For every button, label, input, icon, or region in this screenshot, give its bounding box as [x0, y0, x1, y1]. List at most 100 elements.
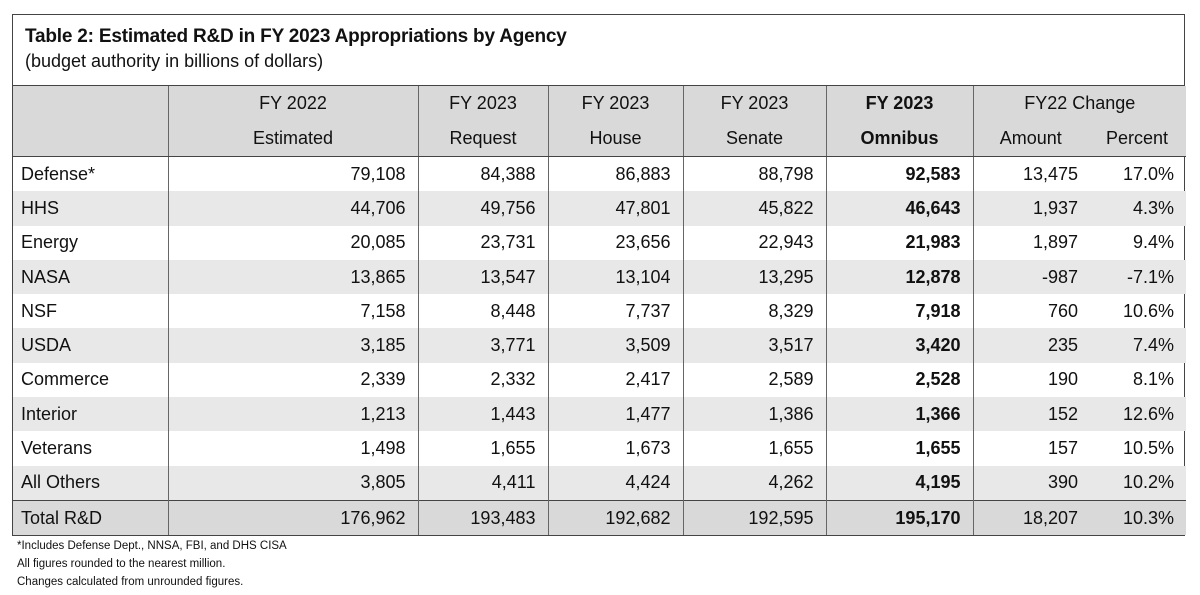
cell-request: 193,483 [417, 500, 548, 536]
footnote-unrounded: Changes calculated from unrounded figure… [17, 576, 244, 588]
cell-change-percent: 8.1% [1132, 369, 1175, 390]
cell-omnibus: 195,170 [825, 500, 973, 536]
cell-omnibus: 4,195 [825, 465, 973, 501]
cell-request: 4,411 [417, 465, 548, 501]
table-row: NASA 13,865 13,547 13,104 13,295 12,878 -987 -7… [13, 259, 1187, 295]
cell-agency: HHS [21, 197, 60, 218]
cell-change-amount: 190 [972, 362, 1088, 398]
cell-change-amount: 235 [972, 328, 1088, 363]
cell-change-amount: 390 [972, 465, 1088, 501]
cell-fy2022: 44,706 [167, 191, 418, 226]
cell-change-percent: 9.4% [1132, 232, 1175, 253]
table-body: Defense* 79,108 84,388 86,883 88,798 92,583 13… [13, 156, 1187, 536]
cell-house: 23,656 [547, 225, 683, 260]
table-row: All Others 3,805 4,411 4,424 4,262 4,195 390 10… [13, 465, 1187, 501]
cell-request: 49,756 [417, 191, 548, 226]
cell-senate: 22,943 [682, 225, 826, 260]
table-row: USDA 3,185 3,771 3,509 3,517 3,420 235 7.4% [13, 328, 1187, 363]
cell-senate: 4,262 [682, 465, 826, 501]
cell-senate: 8,329 [682, 294, 826, 329]
cell-change-percent: -7.1% [1126, 266, 1175, 287]
table-row: HHS 44,706 49,756 47,801 45,822 46,643 1,937 4.… [13, 191, 1187, 226]
cell-agency: Commerce [21, 369, 110, 390]
cell-change-percent: 4.3% [1132, 197, 1175, 218]
cell-omnibus: 7,918 [825, 294, 973, 329]
cell-agency: Defense* [21, 163, 96, 184]
cell-house: 7,737 [547, 294, 683, 329]
cell-change-percent: 17.0% [1122, 163, 1175, 184]
cell-omnibus: 12,878 [825, 259, 973, 295]
cell-house: 86,883 [547, 156, 683, 192]
cell-agency: USDA [21, 335, 72, 356]
cell-house: 192,682 [547, 500, 683, 536]
header-request: Request [417, 121, 548, 157]
cell-house: 47,801 [547, 191, 683, 226]
cell-request: 1,655 [417, 431, 548, 466]
header-fy2022-estimated: Estimated [167, 121, 418, 157]
cell-agency: NASA [21, 266, 71, 287]
cell-fy2022: 1,498 [167, 431, 418, 466]
cell-omnibus: 3,420 [825, 328, 973, 363]
cell-change-amount: 152 [972, 397, 1088, 432]
cell-fy2022: 3,185 [167, 328, 418, 363]
header-agency-blank-2 [13, 121, 168, 157]
header-row-bottom: Estimated Request House Senate Omnibus A… [13, 121, 1187, 157]
header-house: House [547, 121, 683, 157]
header-omnibus: Omnibus [825, 121, 973, 157]
cell-house: 3,509 [547, 328, 683, 363]
cell-agency: Veterans [21, 438, 93, 459]
cell-senate: 2,589 [682, 362, 826, 398]
header-percent: Percent [1088, 121, 1187, 157]
cell-request: 2,332 [417, 362, 548, 398]
rd-appropriations-table: FY 2022 FY 2023 FY 2023 FY 2023 FY 2023 … [13, 86, 1187, 536]
cell-change-amount: 1,937 [972, 191, 1088, 226]
header-senate: Senate [682, 121, 826, 157]
cell-request: 84,388 [417, 156, 548, 192]
cell-fy2022: 7,158 [167, 294, 418, 329]
header-agency-blank [13, 86, 168, 121]
cell-agency: NSF [21, 300, 57, 321]
table-title-box: Table 2: Estimated R&D in FY 2023 Approp… [13, 15, 1184, 86]
table-subtitle: (budget authority in billions of dollars… [25, 51, 324, 71]
cell-senate: 3,517 [682, 328, 826, 363]
table-row: Veterans 1,498 1,655 1,673 1,655 1,655 157 10.5… [13, 431, 1186, 466]
cell-omnibus: 2,528 [825, 362, 973, 398]
header-fy22-change: FY22 Change [972, 86, 1187, 121]
cell-fy2022: 79,108 [167, 156, 418, 192]
cell-house: 2,417 [547, 362, 683, 398]
cell-omnibus: 21,983 [825, 225, 973, 260]
cell-change-percent: 10.3% [1122, 507, 1175, 528]
cell-house: 1,477 [547, 397, 683, 432]
cell-senate: 88,798 [682, 156, 826, 192]
cell-omnibus: 1,366 [825, 397, 973, 432]
header-house-year: FY 2023 [547, 86, 683, 121]
header-omnibus-year: FY 2023 [825, 86, 973, 121]
cell-house: 4,424 [547, 465, 683, 501]
cell-change-percent: 7.4% [1132, 335, 1175, 356]
table-title: Table 2: Estimated R&D in FY 2023 Approp… [25, 26, 567, 47]
table-row: Defense* 79,108 84,388 86,883 88,798 92,583 13… [13, 156, 1186, 192]
cell-request: 8,448 [417, 294, 548, 329]
table-row: Interior 1,213 1,443 1,477 1,386 1,366 152 12.6… [13, 397, 1187, 432]
cell-senate: 45,822 [682, 191, 826, 226]
cell-fy2022: 20,085 [167, 225, 418, 260]
table-row: Commerce 2,339 2,332 2,417 2,589 2,528 190 8.1% [13, 362, 1186, 398]
cell-change-amount: -987 [972, 259, 1088, 295]
cell-omnibus: 92,583 [825, 156, 973, 192]
header-request-year: FY 2023 [417, 86, 548, 121]
cell-fy2022: 13,865 [167, 259, 418, 295]
footnote-defense: *Includes Defense Dept., NNSA, FBI, and … [17, 540, 287, 552]
footnotes: *Includes Defense Dept., NNSA, FBI, and … [17, 537, 287, 591]
cell-house: 1,673 [547, 431, 683, 466]
cell-fy2022: 3,805 [167, 465, 418, 501]
cell-change-amount: 157 [972, 431, 1088, 466]
cell-change-percent: 10.6% [1122, 300, 1175, 321]
cell-senate: 1,655 [682, 431, 826, 466]
cell-request: 3,771 [417, 328, 548, 363]
cell-agency: All Others [21, 472, 101, 493]
cell-agency: Energy [21, 232, 79, 253]
cell-fy2022: 2,339 [167, 362, 418, 398]
cell-change-percent: 12.6% [1122, 403, 1175, 424]
cell-agency: Total R&D [21, 507, 103, 528]
cell-omnibus: 1,655 [825, 431, 973, 466]
